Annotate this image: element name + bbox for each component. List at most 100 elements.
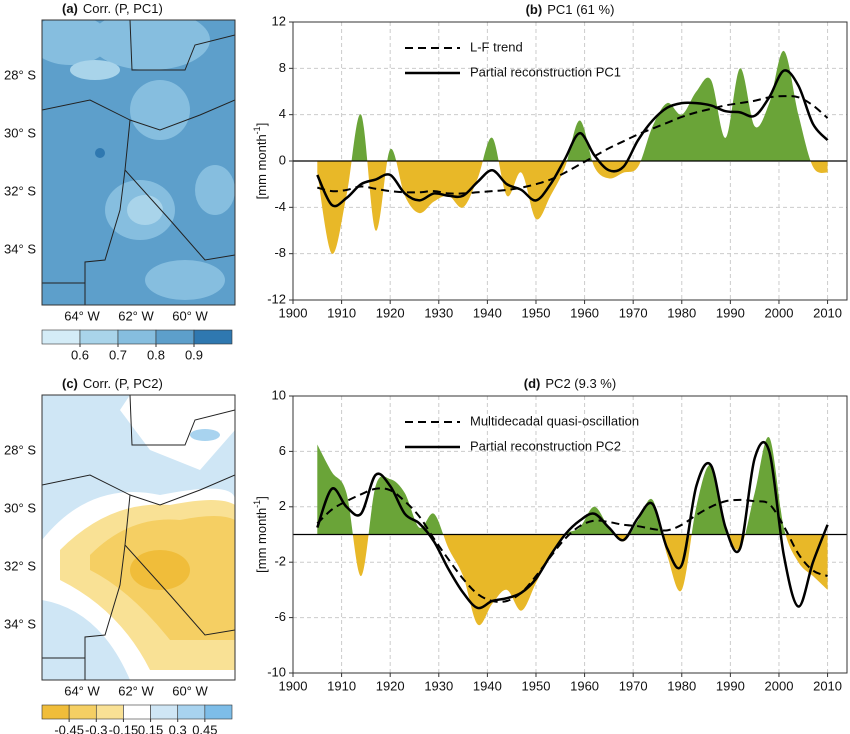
lat-label: 30° S [4, 125, 36, 140]
map-c [42, 395, 235, 680]
x-tick-label: 1970 [619, 305, 648, 320]
x-tick-label: 1900 [279, 305, 308, 320]
x-tick-label: 2000 [765, 305, 794, 320]
y-label-sup: -1 [252, 126, 262, 134]
lon-label: 64° W [64, 683, 100, 698]
map-frame [41, 394, 236, 681]
colorbar-label: 0.7 [109, 347, 127, 362]
panel-title: (a) Corr. (P, PC1) [62, 1, 163, 16]
lon-label: 62° W [118, 683, 154, 698]
panel-label: (a) [62, 1, 78, 16]
lat-label: 32° S [4, 558, 36, 573]
colorbar-label: -0.15 [109, 722, 139, 734]
x-tick-label: 1990 [716, 305, 745, 320]
x-tick-label: 1980 [667, 305, 696, 320]
x-tick-label: 1930 [424, 678, 453, 693]
y-tick-label: 6 [279, 443, 286, 458]
series-line [316, 440, 829, 610]
x-tick-label: 1950 [522, 305, 551, 320]
series-line [317, 95, 829, 195]
y-tick-label: 10 [272, 387, 286, 402]
chart-title: (b) PC1 (61 %) [526, 2, 615, 17]
lat-label: 34° S [4, 616, 36, 631]
chart-title: (d) PC2 (9.3 %) [524, 376, 616, 391]
lon-label: 60° W [172, 683, 208, 698]
x-tick-label: 1940 [473, 305, 502, 320]
colorbar-cell [193, 329, 233, 345]
lon-label: 62° W [118, 308, 154, 323]
x-tick-label: 1900 [279, 678, 308, 693]
y-label-text: [mm month [254, 508, 269, 573]
map-title: Corr. (P, PC1) [83, 1, 163, 16]
lat-label: 32° S [4, 183, 36, 198]
colorbar-cell [95, 704, 124, 720]
colorbar-cell [68, 704, 97, 720]
map-title: Corr. (P, PC2) [83, 376, 163, 391]
x-tick-label: 2010 [813, 678, 842, 693]
lat-label: 28° S [4, 442, 36, 457]
colorbar-label: 0.15 [138, 722, 163, 734]
colorbar-label: 0.9 [185, 347, 203, 362]
colorbar-label: 0.8 [147, 347, 165, 362]
y-axis-label: [mm month-1] [252, 123, 269, 200]
map-frame [41, 19, 236, 306]
colorbar-cell [150, 704, 179, 720]
x-tick-label: 1980 [667, 678, 696, 693]
x-tick-label: 1910 [327, 305, 356, 320]
colorbar-cell [204, 704, 233, 720]
negative-area [317, 161, 828, 254]
y-tick-label: 4 [279, 106, 286, 121]
y-tick-label: -10 [267, 664, 286, 679]
positive-area [317, 437, 828, 535]
panel-title: (c) Corr. (P, PC2) [62, 376, 163, 391]
colorbar-cell [79, 329, 119, 345]
x-tick-label: 1930 [424, 305, 453, 320]
lon-label: 60° W [172, 308, 208, 323]
y-label-end: ] [254, 496, 269, 500]
colorbar-cell [123, 704, 151, 720]
legend-label: L-F trend [470, 39, 523, 54]
y-tick-label: -12 [267, 291, 286, 306]
y-tick-label: -8 [274, 245, 286, 260]
colorbar-label: 0.45 [192, 722, 217, 734]
colorbar-cell [41, 704, 70, 720]
colorbar-label: 0.6 [71, 347, 89, 362]
y-tick-label: 12 [272, 13, 286, 28]
x-tick-label: 2000 [765, 678, 794, 693]
colorbar-cell [177, 704, 206, 720]
positive-area [317, 50, 828, 161]
panel-label: (d) [524, 376, 541, 391]
panel-label: (b) [526, 2, 543, 17]
y-tick-label: 2 [279, 498, 286, 513]
y-tick-label: 8 [279, 60, 286, 75]
x-tick-label: 1920 [376, 305, 405, 320]
x-tick-label: 1960 [570, 305, 599, 320]
x-tick-label: 1910 [327, 678, 356, 693]
x-tick-label: 1940 [473, 678, 502, 693]
lat-label: 30° S [4, 500, 36, 515]
map-a [42, 20, 235, 305]
chart-title-text: PC2 (9.3 %) [545, 376, 616, 391]
y-tick-label: -4 [274, 199, 286, 214]
y-label-sup: -1 [252, 500, 262, 508]
colorbar-cell [41, 329, 81, 345]
lon-label: 64° W [64, 308, 100, 323]
y-tick-label: -6 [274, 609, 286, 624]
x-tick-label: 1970 [619, 678, 648, 693]
series-line [316, 69, 829, 208]
panel-label: (c) [62, 376, 78, 391]
x-tick-label: 1990 [716, 678, 745, 693]
chart-title-text: PC1 (61 %) [547, 2, 614, 17]
legend-label: Partial reconstruction PC1 [470, 64, 621, 79]
colorbar-cell [117, 329, 157, 345]
x-tick-label: 1920 [376, 678, 405, 693]
lat-label: 34° S [4, 241, 36, 256]
colorbar-label: 0.3 [169, 722, 187, 734]
series-line [316, 487, 828, 603]
legend-label: Partial reconstruction PC2 [470, 438, 621, 453]
y-label-end: ] [254, 123, 269, 127]
x-tick-label: 2010 [813, 305, 842, 320]
legend-label: Multidecadal quasi-oscillation [470, 413, 639, 428]
y-axis-label: [mm month-1] [252, 496, 269, 573]
